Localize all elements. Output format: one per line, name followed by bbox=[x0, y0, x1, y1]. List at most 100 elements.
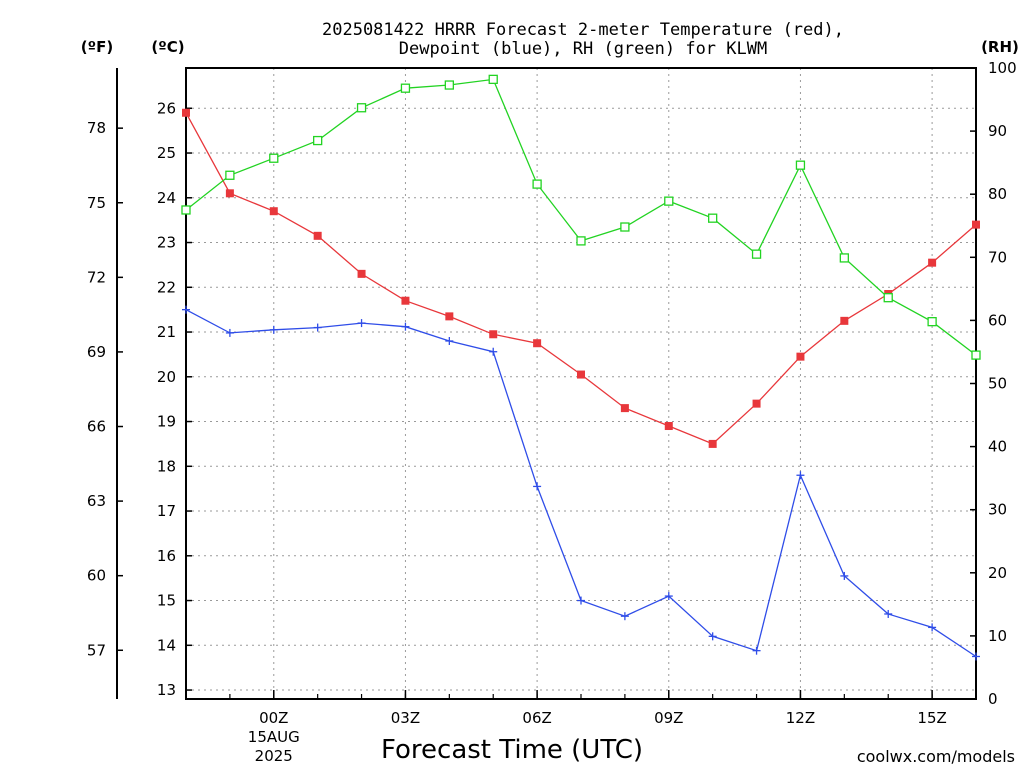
rh-tick-label: 10 bbox=[988, 627, 1007, 645]
temperature-point bbox=[577, 370, 585, 379]
x-tick-label: 2025 bbox=[255, 747, 293, 765]
celsius-tick-label: 17 bbox=[157, 502, 176, 520]
rh-series-line bbox=[185, 78, 977, 356]
axes bbox=[116, 67, 977, 700]
dewpoint-point bbox=[884, 609, 893, 618]
rh-point bbox=[751, 249, 762, 259]
celsius-tick-label: 22 bbox=[157, 278, 176, 296]
dewpoint-point bbox=[840, 571, 849, 580]
rh-tick-label: 90 bbox=[988, 122, 1007, 140]
temperature-point bbox=[796, 352, 805, 361]
temperature-series bbox=[182, 108, 980, 448]
rh-point bbox=[839, 253, 849, 263]
dewpoint-point bbox=[928, 623, 937, 632]
rh-tick-label: 0 bbox=[988, 690, 998, 708]
dewpoint-point bbox=[445, 336, 454, 345]
fahrenheit-tick-label: 60 bbox=[87, 567, 106, 585]
dewpoint-point bbox=[357, 319, 366, 328]
rh-point bbox=[708, 213, 718, 223]
rh-point bbox=[444, 80, 454, 90]
celsius-tick-label: 19 bbox=[157, 413, 176, 431]
temperature-point bbox=[708, 439, 717, 448]
temperature-point bbox=[489, 330, 498, 339]
rh-point bbox=[532, 179, 542, 189]
temperature-series-line bbox=[185, 112, 977, 445]
rh-point bbox=[356, 103, 367, 113]
celsius-tick-label: 13 bbox=[157, 681, 176, 699]
rh-tick-label: 60 bbox=[988, 311, 1007, 329]
rh-point bbox=[971, 350, 981, 360]
celsius-unit-label: (ºC) bbox=[151, 38, 184, 56]
dewpoint-point bbox=[533, 482, 542, 491]
temperature-point bbox=[664, 422, 673, 431]
x-tick-label: 12Z bbox=[786, 709, 815, 727]
dewpoint-point bbox=[796, 471, 805, 480]
temperature-point bbox=[357, 269, 366, 278]
rh-tick-label: 50 bbox=[988, 375, 1007, 393]
rh-point bbox=[883, 293, 893, 303]
dewpoint-point bbox=[489, 347, 498, 356]
dewpoint-point bbox=[182, 305, 190, 314]
rh-point bbox=[795, 160, 806, 170]
dewpoint-point bbox=[401, 322, 410, 331]
x-tick-label: 03Z bbox=[391, 709, 420, 727]
fahrenheit-tick-label: 63 bbox=[87, 492, 106, 510]
celsius-tick-label: 18 bbox=[157, 457, 176, 475]
dewpoint-point bbox=[313, 323, 322, 332]
temperature-point bbox=[620, 404, 629, 413]
celsius-tick-label: 16 bbox=[157, 547, 176, 565]
dewpoint-point bbox=[620, 612, 629, 621]
tick-labels: 13 14 15 16 17 18 19 20 21 22 23 24 25 26 57 60 63 66 69 72… bbox=[87, 59, 1017, 765]
watermark: coolwx.com/models bbox=[857, 747, 1015, 766]
dewpoint-series bbox=[182, 305, 980, 661]
celsius-tick-label: 14 bbox=[157, 636, 176, 654]
temperature-point bbox=[445, 312, 454, 321]
rh-series bbox=[181, 74, 981, 360]
rh-tick-label: 20 bbox=[988, 564, 1007, 582]
temperature-point bbox=[928, 258, 937, 267]
dewpoint-point bbox=[752, 646, 761, 655]
temperature-point bbox=[840, 316, 849, 325]
fahrenheit-tick-label: 72 bbox=[87, 268, 106, 286]
rh-unit-label: (RH) bbox=[981, 38, 1019, 56]
fahrenheit-tick-label: 75 bbox=[87, 194, 106, 212]
rh-tick-label: 30 bbox=[988, 501, 1007, 519]
temperature-point bbox=[533, 339, 542, 348]
rh-point bbox=[181, 205, 191, 215]
rh-point bbox=[576, 236, 586, 246]
dewpoint-point bbox=[708, 632, 717, 641]
dewpoint-point bbox=[225, 328, 234, 337]
chart-title-line2: Dewpoint (blue), RH (green) for KLWM bbox=[399, 39, 767, 59]
temperature-point bbox=[401, 296, 410, 305]
fahrenheit-tick-label: 78 bbox=[87, 119, 106, 137]
celsius-tick-label: 24 bbox=[157, 189, 176, 207]
temperature-point bbox=[269, 207, 278, 216]
rh-point bbox=[927, 317, 937, 327]
rh-point bbox=[664, 196, 674, 206]
x-axis-label: Forecast Time (UTC) bbox=[381, 735, 643, 765]
fahrenheit-tick-label: 57 bbox=[87, 641, 106, 659]
temperature-point bbox=[182, 108, 190, 117]
fahrenheit-unit-label: (ºF) bbox=[81, 38, 113, 56]
celsius-tick-label: 15 bbox=[157, 592, 176, 610]
rh-point bbox=[269, 153, 279, 163]
rh-tick-label: 100 bbox=[988, 59, 1017, 77]
temperature-point bbox=[225, 189, 234, 198]
rh-point bbox=[313, 135, 323, 146]
x-tick-label: 15AUG bbox=[248, 728, 300, 746]
fahrenheit-tick-label: 69 bbox=[87, 343, 106, 361]
x-tick-label: 06Z bbox=[522, 709, 551, 727]
dewpoint-point bbox=[269, 325, 278, 334]
dewpoint-point bbox=[577, 596, 585, 605]
x-tick-label: 15Z bbox=[917, 709, 946, 727]
rh-tick-label: 70 bbox=[988, 248, 1007, 266]
rh-point bbox=[400, 83, 411, 93]
rh-tick-label: 40 bbox=[988, 438, 1007, 456]
celsius-tick-label: 20 bbox=[157, 368, 176, 386]
fahrenheit-tick-label: 66 bbox=[87, 418, 106, 436]
temperature-point bbox=[313, 231, 322, 240]
chart-title-line1: 2025081422 HRRR Forecast 2-meter Tempera… bbox=[322, 20, 844, 40]
rh-tick-label: 80 bbox=[988, 185, 1007, 203]
temperature-point bbox=[752, 399, 761, 408]
